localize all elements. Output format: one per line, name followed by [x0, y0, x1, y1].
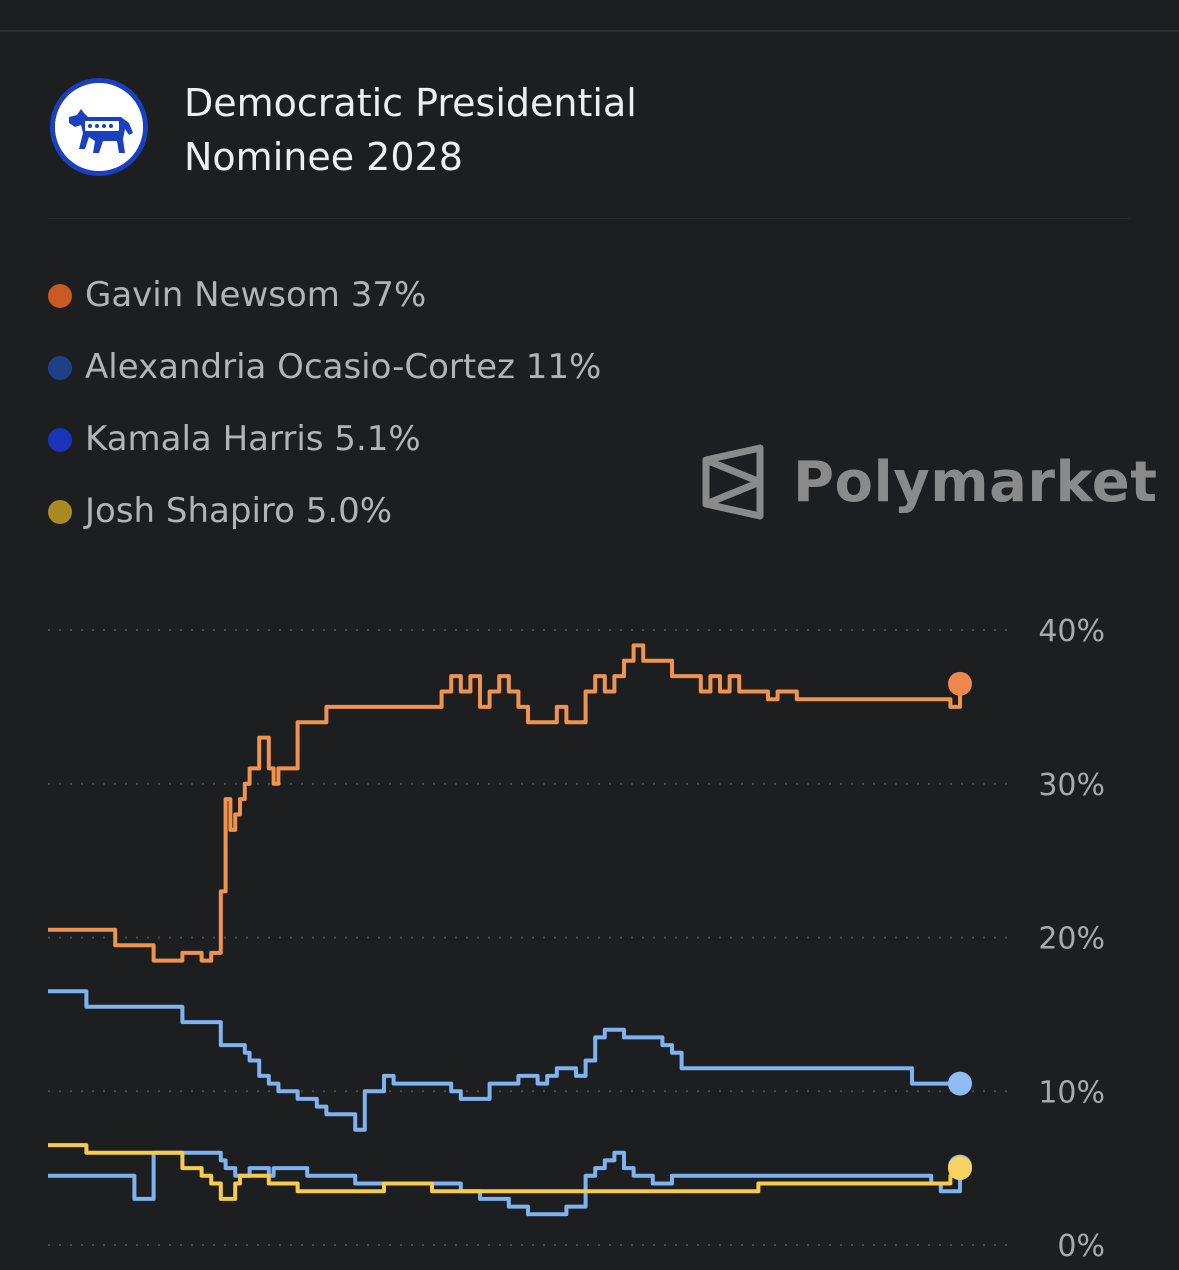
series-end-point [948, 1156, 972, 1181]
legend-dot [48, 500, 72, 524]
series-line [48, 989, 960, 1132]
series-line [48, 1143, 962, 1201]
legend-label: Alexandria Ocasio-Cortez 11% [85, 347, 602, 387]
y-axis-ticks: 40% 30% 20% 10% 0% [1038, 614, 1105, 1264]
legend-dot [48, 428, 72, 452]
y-tick-label: 0% [1057, 1229, 1105, 1264]
y-tick-label: 40% [1038, 614, 1105, 649]
page-title: Democratic Presidential Nominee 2028 [184, 81, 637, 179]
y-tick-label: 30% [1038, 768, 1105, 803]
polymarket-wordmark: Polymarket [793, 450, 1158, 515]
series-end-point [948, 1071, 972, 1096]
y-tick-label: 20% [1038, 922, 1105, 957]
legend-item[interactable]: Kamala Harris 5.1% [48, 408, 688, 480]
legend-item[interactable]: Gavin Newsom 37% [48, 264, 688, 336]
header-divider [48, 218, 1130, 219]
price-history-chart: 40% 30% 20% 10% 0% [48, 614, 1105, 1264]
y-tick-label: 10% [1038, 1075, 1105, 1110]
legend-dot [48, 356, 72, 380]
series-end-point [948, 671, 972, 696]
market-header: Democratic Presidential Nominee 2028 [48, 76, 1128, 186]
series-line [48, 643, 962, 963]
democratic-donkey-icon [50, 78, 148, 176]
top-divider [0, 30, 1179, 32]
legend-label: Kamala Harris 5.1% [85, 419, 421, 459]
polymarket-logo-icon [700, 444, 766, 524]
legend-item[interactable]: Josh Shapiro 5.0% [48, 480, 688, 552]
legend-item[interactable]: Alexandria Ocasio-Cortez 11% [48, 336, 688, 408]
chart-legend: Gavin Newsom 37% Alexandria Ocasio-Corte… [48, 264, 688, 552]
chart-series [48, 643, 972, 1217]
legend-label: Josh Shapiro 5.0% [85, 491, 393, 531]
legend-label: Gavin Newsom 37% [85, 275, 427, 315]
polymarket-watermark: Polymarket [700, 440, 1157, 530]
legend-dot [48, 284, 72, 308]
